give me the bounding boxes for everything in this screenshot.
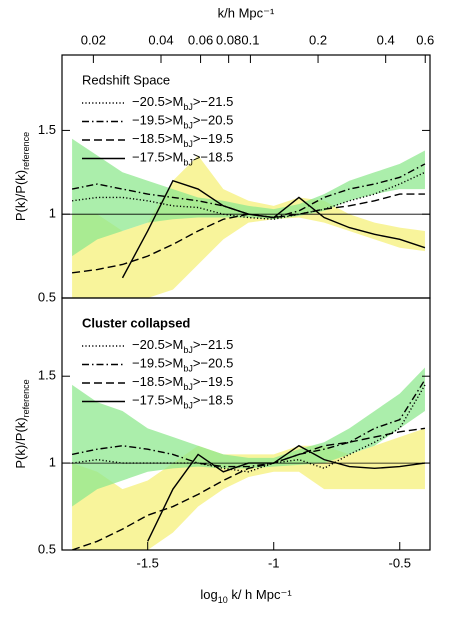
legend-label: −18.5>MbJ>−19.5: [132, 374, 233, 392]
scatter-band: [72, 138, 425, 257]
legend-label: −20.5>MbJ>−21.5: [132, 337, 233, 355]
plot-area: [62, 367, 430, 550]
x2-tick-label: 0.6: [416, 32, 434, 47]
series-line: [71, 427, 426, 550]
scatter-band: [72, 155, 425, 298]
x2-tick-label: 0.02: [81, 32, 106, 47]
x2-tick-label: 0.06: [188, 32, 213, 47]
legend-title: Redshift Space: [82, 72, 170, 87]
y-tick-label: 1.5: [38, 122, 56, 137]
x2-tick-label: 0.1: [241, 32, 259, 47]
x2-tick-label: 0.04: [148, 32, 173, 47]
x2-tick-label: 0.2: [309, 32, 327, 47]
legend-label: −17.5>MbJ>−18.5: [132, 150, 233, 168]
legend-label: −17.5>MbJ>−18.5: [132, 393, 233, 411]
x-tick-label: -1.5: [136, 555, 158, 570]
legend-title: Cluster collapsed: [82, 315, 190, 330]
x-axis-label: log10 k/ h Mpc⁻¹: [200, 587, 292, 605]
x2-tick-label: 0.4: [377, 32, 395, 47]
y-tick-label: 1: [49, 455, 56, 470]
y-axis-label: P(k)/P(k)reference: [13, 379, 31, 468]
x2-tick-label: 0.08: [216, 32, 241, 47]
x-tick-label: -1: [268, 555, 280, 570]
legend-label: −18.5>MbJ>−19.5: [132, 131, 233, 149]
series-line: [71, 379, 426, 468]
scatter-band: [72, 367, 425, 507]
legend-label: −20.5>MbJ>−21.5: [132, 94, 233, 112]
plot-area: [62, 138, 430, 298]
y-axis-label: P(k)/P(k)reference: [13, 132, 31, 221]
x2-axis-label: k/h Mpc⁻¹: [218, 5, 275, 20]
y-tick-label: 1.5: [38, 368, 56, 383]
y-tick-label: 0.5: [38, 289, 56, 304]
series-line: [71, 384, 426, 473]
y-tick-label: 0.5: [38, 541, 56, 556]
series-line: [121, 179, 426, 279]
series-line: [147, 444, 426, 542]
axes-frame: [61, 297, 431, 551]
legend-label: −19.5>MbJ>−20.5: [132, 113, 233, 131]
y-tick-label: 1: [49, 206, 56, 221]
x-tick-label: -0.5: [389, 555, 411, 570]
legend-label: −19.5>MbJ>−20.5: [132, 356, 233, 374]
